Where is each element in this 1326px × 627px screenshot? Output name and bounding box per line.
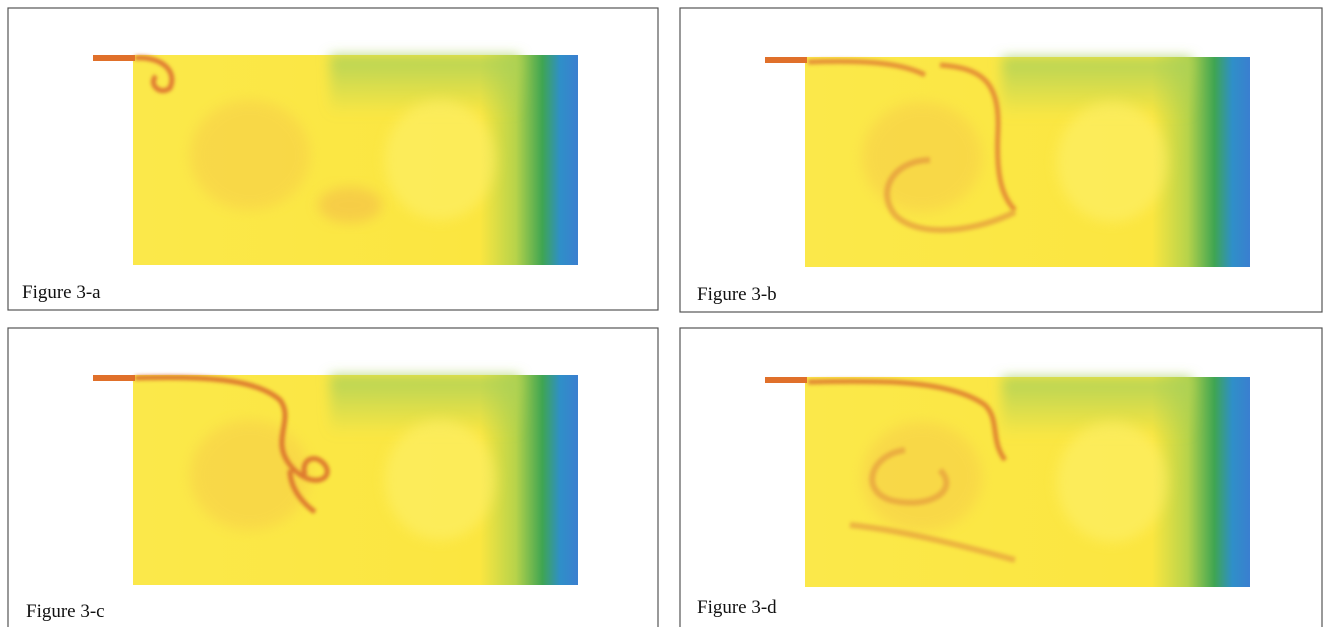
panel-c: Figure 3-c [7, 327, 659, 627]
panel-d: Figure 3-d [679, 327, 1323, 627]
flow-field [93, 375, 578, 585]
flow-field [93, 55, 578, 265]
flow-field [765, 57, 1250, 267]
caption: Figure 3-a [22, 282, 101, 303]
panel-a: Figure 3-a [7, 7, 659, 311]
caption: Figure 3-b [697, 284, 777, 305]
caption: Figure 3-c [26, 601, 105, 622]
caption: Figure 3-d [697, 597, 777, 618]
panel-b: Figure 3-b [679, 7, 1323, 313]
